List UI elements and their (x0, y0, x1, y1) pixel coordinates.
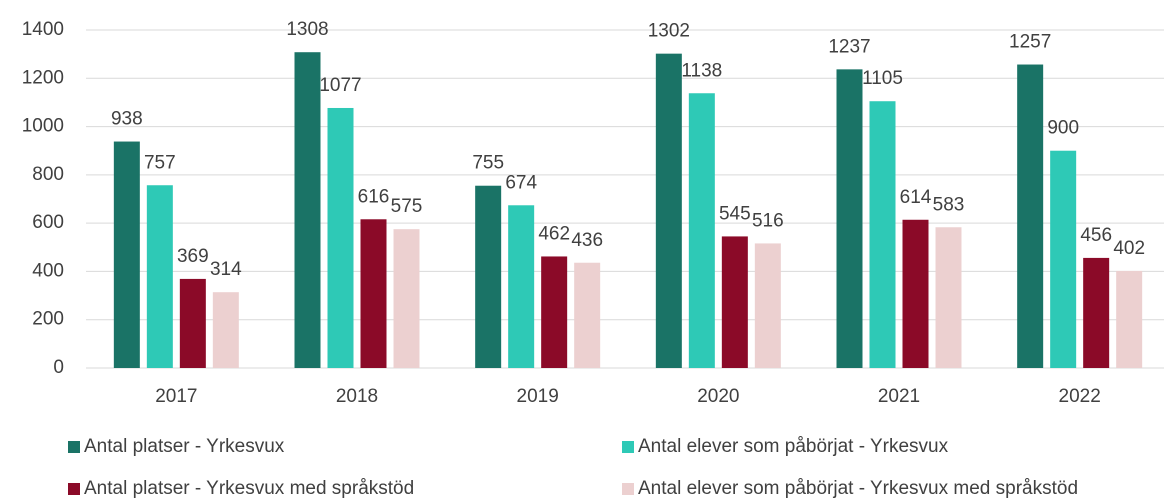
legend-label: Antal platser - Yrkesvux med språkstöd (84, 478, 414, 499)
legend-label: Antal elever som påbörjat - Yrkesvux (638, 436, 949, 457)
bar (1017, 64, 1044, 368)
bar (327, 107, 354, 368)
x-tick-label: 2020 (697, 386, 739, 407)
y-tick-label: 400 (32, 260, 64, 281)
bar (393, 229, 420, 368)
bar (754, 243, 781, 368)
bar (360, 219, 387, 368)
bar (146, 185, 173, 368)
data-label: 1302 (648, 21, 690, 42)
bar (688, 93, 715, 369)
data-label: 1138 (681, 60, 722, 81)
bar (1116, 270, 1143, 368)
x-tick-label: 2019 (517, 386, 559, 407)
data-label: 1077 (319, 75, 361, 96)
data-label: 1237 (828, 36, 870, 57)
data-label: 938 (111, 109, 143, 130)
x-tick-label: 2022 (1059, 386, 1101, 407)
data-label: 583 (933, 194, 965, 215)
data-label: 575 (391, 196, 423, 217)
bar (574, 262, 601, 368)
bar (902, 219, 929, 368)
data-label: 369 (177, 246, 209, 267)
legend-swatch (622, 483, 634, 495)
y-tick-label: 200 (32, 309, 64, 330)
legend-label: Antal platser - Yrkesvux (84, 436, 285, 457)
bar (541, 256, 568, 368)
x-tick-label: 2017 (155, 386, 197, 407)
bar (294, 52, 321, 369)
bar (721, 236, 748, 368)
y-tick-label: 1000 (22, 116, 64, 137)
bar (1083, 257, 1110, 368)
data-label: 314 (210, 259, 242, 280)
data-label: 516 (752, 210, 784, 231)
legend-label: Antal elever som påbörjat - Yrkesvux med… (638, 478, 1078, 499)
bar (1050, 150, 1077, 368)
data-label: 1308 (286, 19, 328, 40)
bar (655, 53, 682, 368)
y-tick-label: 600 (32, 212, 64, 233)
bar (935, 227, 962, 368)
legend-swatch (622, 441, 634, 453)
bar (113, 141, 140, 368)
bar (836, 69, 863, 369)
x-tick-label: 2018 (336, 386, 378, 407)
data-label: 545 (719, 203, 751, 224)
y-tick-label: 1400 (22, 19, 64, 40)
data-label: 755 (472, 153, 504, 174)
data-label: 462 (538, 223, 570, 244)
data-label: 614 (900, 187, 932, 208)
bar (508, 205, 535, 368)
data-label: 757 (144, 152, 176, 173)
y-tick-label: 800 (32, 164, 64, 185)
bar (869, 101, 896, 368)
data-label: 1257 (1009, 32, 1051, 53)
x-tick-label: 2021 (878, 386, 920, 407)
data-label: 1105 (862, 68, 903, 89)
data-label: 616 (358, 186, 390, 207)
bar (179, 278, 206, 368)
bar (212, 292, 239, 368)
data-label: 402 (1113, 238, 1145, 259)
data-label: 436 (571, 230, 603, 251)
data-label: 456 (1080, 225, 1112, 246)
y-tick-label: 0 (53, 357, 64, 378)
data-label: 900 (1047, 118, 1079, 139)
bar (475, 185, 502, 368)
data-label: 674 (505, 172, 537, 193)
legend-swatch (68, 483, 80, 495)
y-tick-label: 1200 (22, 67, 64, 88)
legend-swatch (68, 441, 80, 453)
